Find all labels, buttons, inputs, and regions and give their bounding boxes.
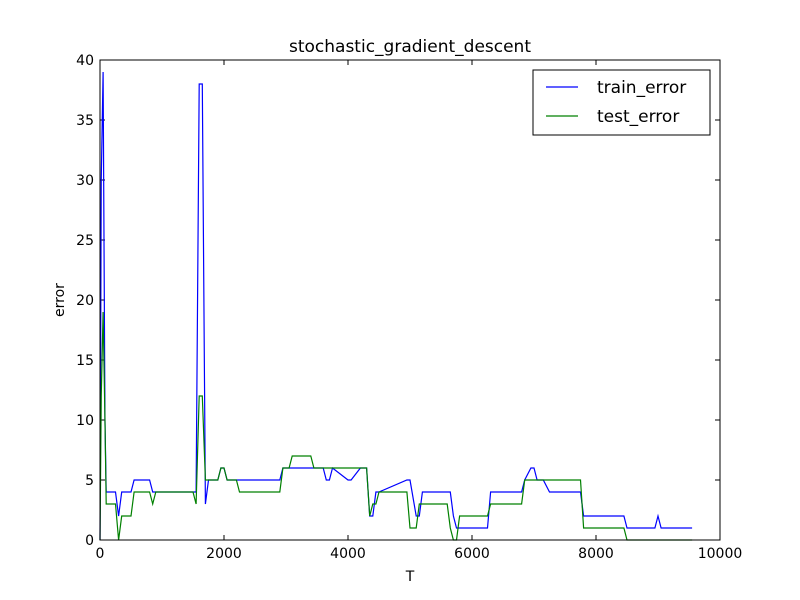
- y-tick-label: 40: [76, 53, 94, 69]
- x-tick-label: 6000: [454, 546, 490, 562]
- y-tick-label: 25: [76, 233, 94, 249]
- series-line-test-error: [99, 311, 693, 541]
- legend-label-test: test_error: [597, 107, 679, 127]
- y-tick-label: 15: [76, 353, 94, 369]
- y-tick-label: 20: [76, 293, 94, 309]
- y-axis-label: error: [52, 283, 68, 317]
- legend-box: [532, 69, 711, 136]
- series-layer: [99, 71, 693, 541]
- y-tick-label: 10: [76, 413, 94, 429]
- chart-title: stochastic_gradient_descent: [289, 37, 531, 57]
- plot-frame: [99, 59, 721, 541]
- y-tick-label: 5: [85, 473, 94, 489]
- y-tick-label: 0: [85, 533, 94, 549]
- y-tick-label: 30: [76, 173, 94, 189]
- x-tick-label: 10000: [698, 546, 743, 562]
- x-tick-label: 4000: [330, 546, 366, 562]
- legend-label-train: train_error: [597, 78, 686, 98]
- y-ticks: 0 5 10 15 20 25 30 35 40: [76, 53, 720, 549]
- x-axis-label: T: [405, 569, 415, 585]
- x-tick-label: 8000: [578, 546, 614, 562]
- x-tick-label: 2000: [206, 546, 242, 562]
- y-tick-label: 35: [76, 113, 94, 129]
- x-ticks: 0 2000 4000 6000 8000 10000: [96, 60, 743, 562]
- legend: train_error test_error: [532, 69, 711, 136]
- x-tick-label: 0: [96, 546, 105, 562]
